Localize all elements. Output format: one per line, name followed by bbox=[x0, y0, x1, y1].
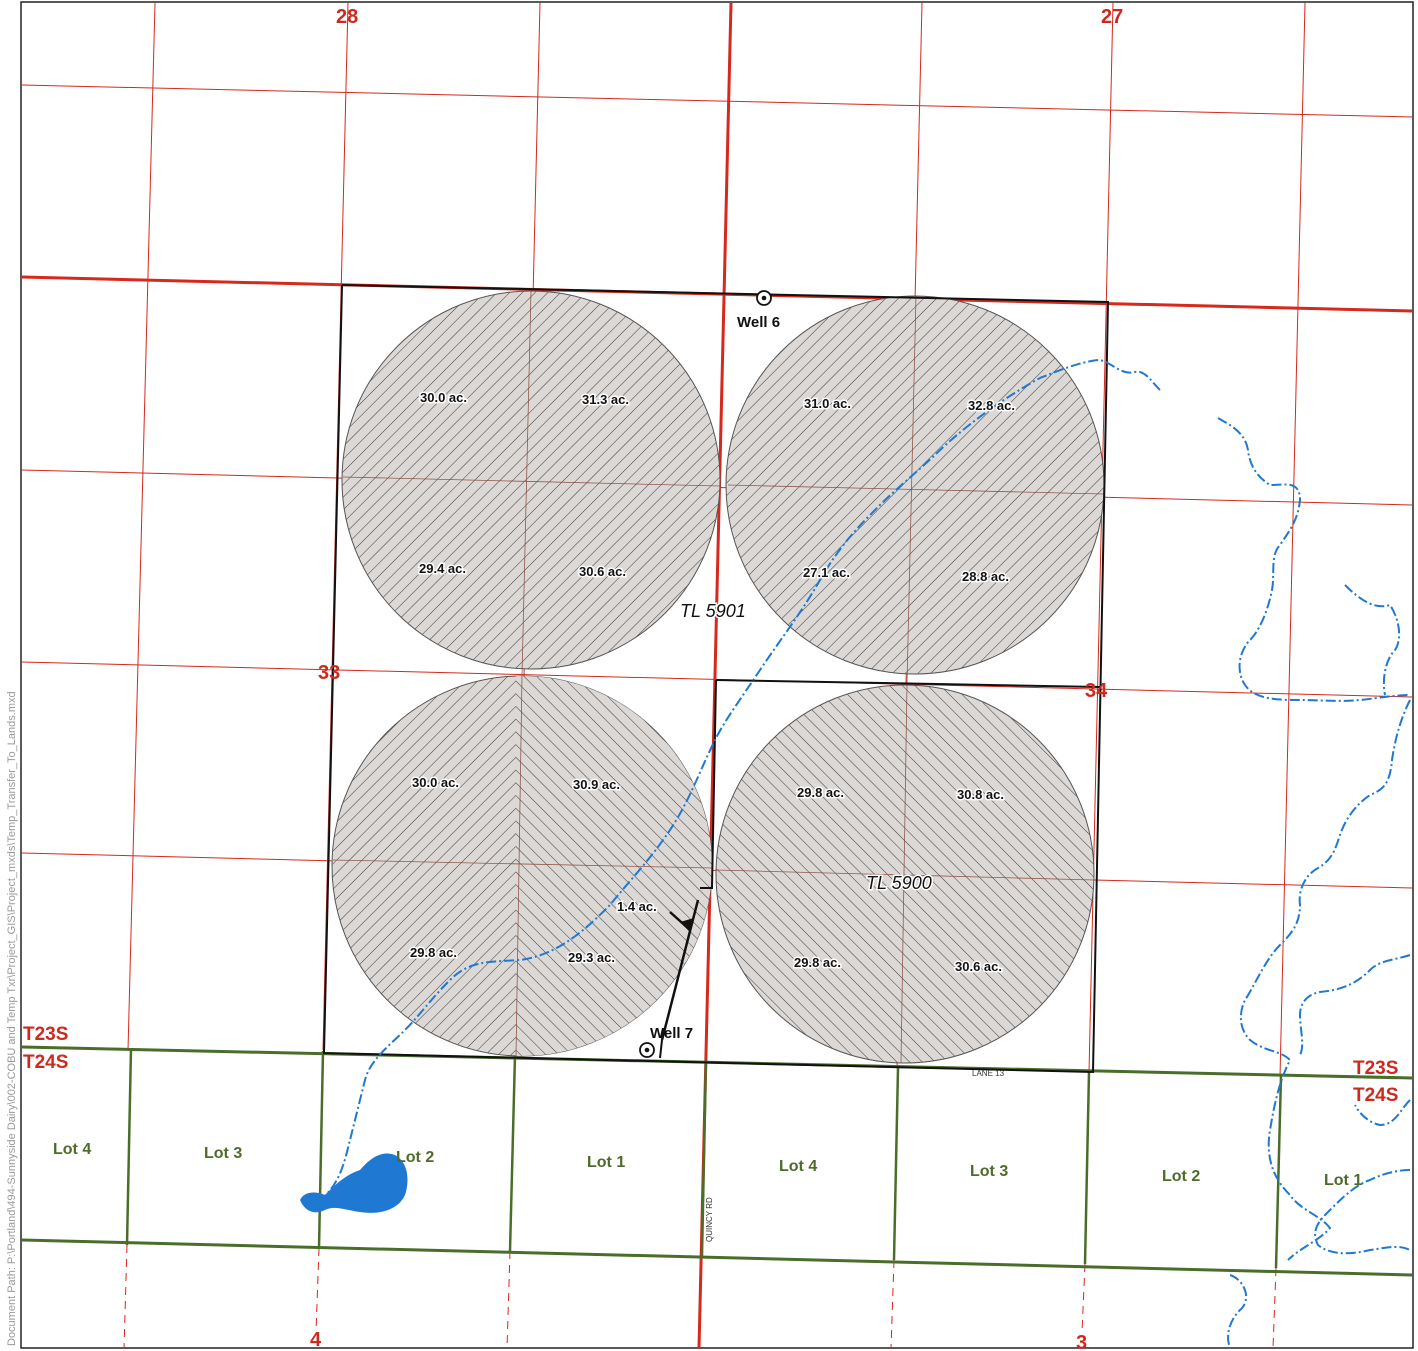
arrowhead-icon bbox=[680, 918, 694, 932]
well-label: Well 6 bbox=[737, 314, 780, 331]
acreage-label: 29.8 ac. bbox=[794, 955, 841, 970]
acreage-label: 30.6 ac. bbox=[579, 564, 626, 579]
township-t24s-left: T24S bbox=[23, 1052, 68, 1073]
acreage-label: 29.4 ac. bbox=[419, 561, 466, 576]
taxlot-label: TL 5900 bbox=[866, 873, 932, 893]
acreage-label: 31.0 ac. bbox=[804, 396, 851, 411]
acreage-label: 30.6 ac. bbox=[955, 959, 1002, 974]
taxlot-label: TL 5901 bbox=[680, 601, 746, 621]
acreage-label: 29.8 ac. bbox=[797, 785, 844, 800]
well-7-symbol bbox=[639, 1042, 655, 1058]
map-frame bbox=[20, 1, 1414, 1349]
township-t23s-left: T23S bbox=[23, 1024, 68, 1045]
property-boundary bbox=[322, 284, 1110, 1074]
well-6-symbol bbox=[756, 290, 772, 306]
acreage-label: 29.8 ac. bbox=[410, 945, 457, 960]
lot-label: Lot 4 bbox=[53, 1141, 91, 1158]
acreage-label: 30.8 ac. bbox=[957, 787, 1004, 802]
acreage-label: 27.1 ac. bbox=[803, 565, 850, 580]
pivot-circle-se bbox=[715, 684, 1095, 1064]
lot-label: Lot 2 bbox=[396, 1149, 434, 1166]
lot-label: Lot 3 bbox=[204, 1145, 242, 1162]
township-t23s-right: T23S bbox=[1353, 1058, 1398, 1079]
lot-label: Lot 3 bbox=[970, 1163, 1008, 1180]
acreage-label: 1.4 ac. bbox=[617, 899, 657, 914]
pivot-circle-nw bbox=[341, 290, 721, 670]
section-28-label: 28 bbox=[336, 6, 358, 28]
section-4-label: 4 bbox=[310, 1329, 322, 1351]
stream-main bbox=[319, 358, 1161, 1201]
pivot-quarter-lines bbox=[332, 290, 1105, 1064]
acreage-label: 30.9 ac. bbox=[573, 777, 620, 792]
pivot-circle-sw bbox=[331, 675, 713, 1057]
acreage-label: 30.0 ac. bbox=[412, 775, 459, 790]
lot-divisions bbox=[125, 1047, 1283, 1269]
south-dashed-lines bbox=[123, 1244, 1277, 1349]
lot-label: Lot 2 bbox=[1162, 1168, 1200, 1185]
road-label-lane: LANE 13 bbox=[972, 1069, 1005, 1078]
acreage-label: 31.3 ac. bbox=[582, 392, 629, 407]
section-34-label: 34 bbox=[1085, 680, 1108, 702]
lot-label: Lot 1 bbox=[1324, 1172, 1362, 1189]
well-label: Well 7 bbox=[650, 1025, 693, 1042]
township-t24s-right: T24S bbox=[1353, 1085, 1398, 1106]
lot-label: Lot 1 bbox=[587, 1154, 625, 1171]
lake bbox=[300, 1153, 408, 1213]
stream-east bbox=[1217, 417, 1411, 1349]
section-3-label: 3 bbox=[1076, 1332, 1087, 1351]
lot-label: Lot 4 bbox=[779, 1158, 817, 1175]
acreage-label: 30.0 ac. bbox=[420, 390, 467, 405]
acreage-label: 29.3 ac. bbox=[568, 950, 615, 965]
section-27-label: 27 bbox=[1101, 6, 1123, 28]
road-label-quincy: QUINCY RD bbox=[705, 1197, 714, 1242]
section-33-label: 33 bbox=[318, 662, 340, 684]
document-path: Document Path: P:\Portland\494-Sunnyside… bbox=[6, 691, 18, 1346]
acreage-label: 32.8 ac. bbox=[968, 398, 1015, 413]
acreage-label: 28.8 ac. bbox=[962, 569, 1009, 584]
